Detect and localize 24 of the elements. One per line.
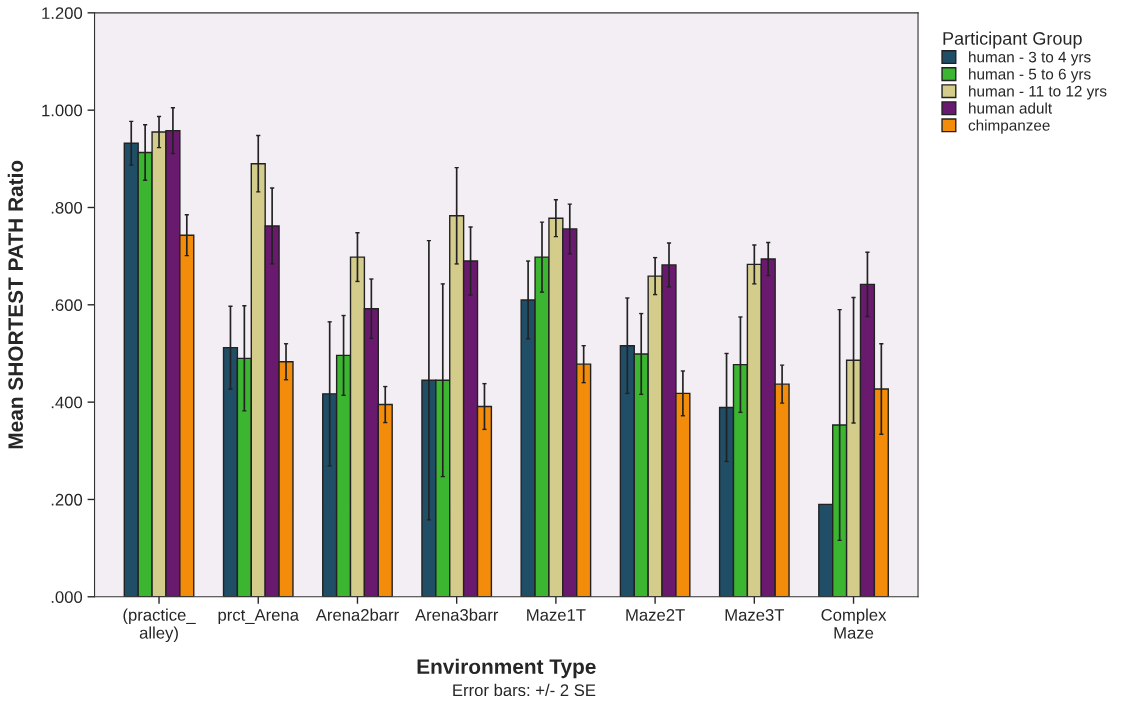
y-tick-label: 1.200 — [42, 7, 83, 20]
legend-label: human - 5 to 6 yrs — [969, 68, 1091, 83]
x-tick-label: Arena3barr — [415, 608, 499, 621]
legend-label: chimpanzee — [968, 119, 1050, 134]
x-tick-label: Arena2barr — [315, 608, 399, 621]
y-tick-label: 1.000 — [42, 104, 83, 117]
y-tick-label: .200 — [51, 493, 83, 506]
x-tick-label: (practice_ alley) — [123, 608, 196, 643]
x-tick-label: Complex Maze — [821, 608, 887, 639]
legend-label: human adult — [969, 102, 1052, 114]
legend-label: human - 3 to 4 yrs — [969, 51, 1091, 66]
legend-label: human - 11 to 12 yrs — [969, 85, 1107, 100]
y-tick-label: .000 — [51, 591, 83, 603]
y-tick-label: .400 — [51, 396, 83, 409]
y-axis-title: Mean SHORTEST PATH Ratio — [7, 160, 24, 449]
x-tick-label: prct_Arena — [218, 609, 300, 625]
x-axis-title: Environment Type — [417, 658, 596, 679]
x-tick-label: Maze1T — [527, 609, 586, 621]
y-tick-label: .800 — [51, 201, 83, 214]
x-tick-label: Maze2T — [626, 609, 685, 621]
y-tick-label: .600 — [51, 299, 83, 312]
x-tick-label: Maze3T — [725, 609, 785, 621]
legend-title: Participant Group — [943, 31, 1082, 49]
text: Error bars: +/- 2 SE — [453, 683, 596, 697]
